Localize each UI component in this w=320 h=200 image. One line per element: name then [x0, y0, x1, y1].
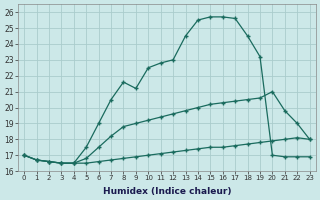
X-axis label: Humidex (Indice chaleur): Humidex (Indice chaleur) [103, 187, 231, 196]
